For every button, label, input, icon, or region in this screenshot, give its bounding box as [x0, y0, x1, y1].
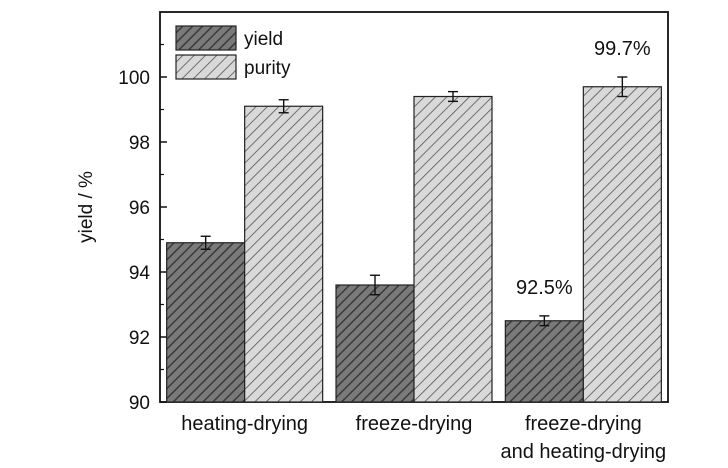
x-category-label: heating-drying — [181, 413, 308, 435]
yield-bar — [335, 284, 415, 403]
x-category-label: and heating-drying — [500, 441, 666, 463]
y-tick-label: 90 — [129, 393, 150, 414]
y-tick-label: 96 — [129, 198, 150, 219]
purity-bar — [413, 95, 493, 403]
y-tick-label: 94 — [129, 263, 151, 284]
legend-swatch-yield — [175, 25, 237, 51]
y-tick-label: 92 — [129, 328, 150, 349]
purity-bar — [244, 105, 324, 403]
plot-area: 90 92 94 96 98 100 yield / % heating-drying free… — [76, 11, 669, 463]
yield-bar — [504, 320, 584, 403]
legend-swatch-purity — [175, 54, 237, 80]
legend-label: purity — [244, 58, 291, 79]
legend-label: yield — [244, 29, 283, 50]
y-axis-title: yield / % — [76, 171, 97, 243]
data-label: 99.7% — [594, 38, 651, 60]
x-category-label: freeze-drying — [525, 413, 642, 435]
y-tick-label: 98 — [129, 133, 150, 154]
purity-bar — [582, 86, 662, 403]
data-label: 92.5% — [516, 277, 573, 299]
yield-bar — [166, 242, 246, 403]
x-category-label: freeze-drying — [356, 413, 473, 435]
y-tick-label: 100 — [118, 68, 150, 89]
